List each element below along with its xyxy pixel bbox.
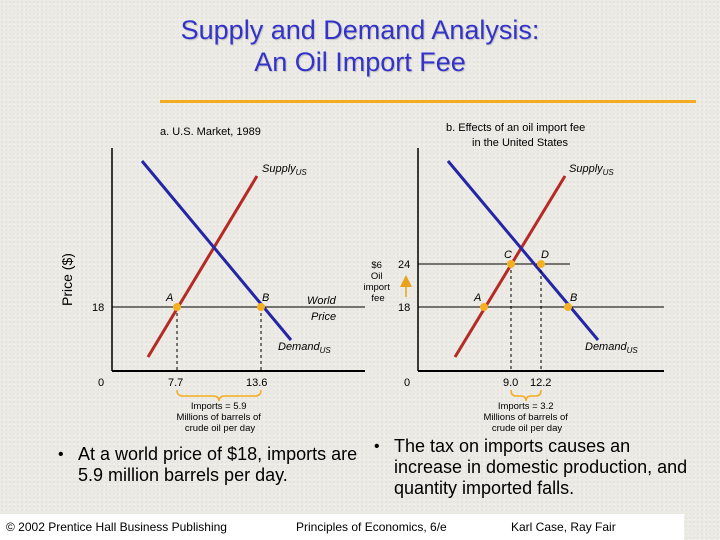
title-underline <box>160 100 696 103</box>
supply-demand-figure: a. U.S. Market, 1989 Price ($) A B 18 0 … <box>59 122 664 434</box>
panel-a: a. U.S. Market, 1989 Price ($) A B 18 0 … <box>59 126 365 434</box>
panel-a-supply-label: SupplyUS <box>262 163 307 177</box>
panel-b-label-a: A <box>473 292 481 304</box>
panel-a-title: a. U.S. Market, 1989 <box>160 126 261 138</box>
panel-a-demand-curve <box>140 160 293 341</box>
footer-bar: © 2002 Prentice Hall Business Publishing… <box>0 514 684 540</box>
bullet-right-text: The tax on imports causes an increase in… <box>394 436 688 498</box>
panel-b-point-d <box>537 260 545 268</box>
panel-b-label-b: B <box>570 292 577 304</box>
panel-b-demand-curve <box>446 160 600 341</box>
footer-copyright: © 2002 Prentice Hall Business Publishing <box>6 520 227 534</box>
panel-b-supply-label: SupplyUS <box>569 163 614 177</box>
panel-a-world-price-label: World Price <box>307 295 339 323</box>
bullet-right: • The tax on imports causes an increase … <box>374 436 694 499</box>
panel-b-price-24: 24 <box>398 259 410 271</box>
panel-a-y-axis-label: Price ($) <box>59 253 75 306</box>
panel-b-x-tick-c: 9.0 <box>503 377 518 389</box>
bullet-left-text: At a world price of $18, imports are 5.9… <box>78 444 358 485</box>
panel-a-demand-label: DemandUS <box>278 341 331 355</box>
panel-b: b. Effects of an oil import fee in the U… <box>363 122 664 434</box>
bullet-dot-icon: • <box>374 438 380 455</box>
slide-title: Supply and Demand Analysis: An Oil Impor… <box>0 14 720 78</box>
title-line-1: Supply and Demand Analysis: <box>180 15 540 45</box>
panel-b-label-d: D <box>541 249 549 261</box>
bullet-dot-icon: • <box>58 446 64 463</box>
panel-b-caption: Imports = 3.2 Millions of barrels of cru… <box>483 401 570 434</box>
footer-authors: Karl Case, Ray Fair <box>511 520 616 534</box>
footer-book: Principles of Economics, 6/e <box>296 520 447 534</box>
panel-a-origin: 0 <box>98 377 104 389</box>
panel-a-point-b <box>257 303 265 311</box>
panel-a-supply-curve <box>146 175 259 358</box>
panel-b-point-c <box>507 260 515 268</box>
panel-b-point-b <box>564 303 572 311</box>
panel-b-title: b. Effects of an oil import fee in the U… <box>446 122 588 149</box>
panel-b-fee-label: $6 Oil import fee <box>363 260 392 304</box>
panel-b-origin: 0 <box>404 377 410 389</box>
panel-b-x-tick-d: 12.2 <box>530 377 551 389</box>
panel-a-caption: Imports = 5.9 Millions of barrels of cru… <box>176 401 263 434</box>
panel-b-price-18: 18 <box>398 302 410 314</box>
panel-a-brace <box>176 389 262 402</box>
panel-a-x-tick-b: 13.6 <box>246 377 267 389</box>
title-line-2: An Oil Import Fee <box>254 47 466 77</box>
bullet-left: • At a world price of $18, imports are 5… <box>58 444 368 486</box>
panel-a-x-tick-a: 7.7 <box>168 377 183 389</box>
panel-a-label-b: B <box>262 292 269 304</box>
panel-b-brace <box>510 389 542 402</box>
panel-b-point-a <box>480 303 488 311</box>
panel-a-price-tick: 18 <box>92 302 104 314</box>
panel-a-label-a: A <box>165 292 173 304</box>
panel-b-label-c: C <box>504 249 512 261</box>
panel-b-demand-label: DemandUS <box>585 341 638 355</box>
panel-a-point-a <box>173 303 181 311</box>
